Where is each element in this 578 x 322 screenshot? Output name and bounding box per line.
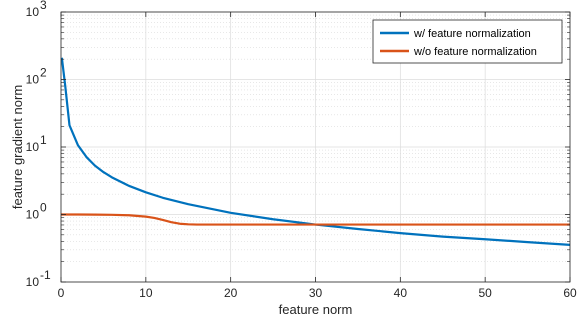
y-tick-exponent: -1	[40, 268, 51, 282]
legend-label-w-normalization: w/ feature normalization	[413, 28, 531, 40]
y-tick-label: 10	[26, 73, 40, 87]
legend-box	[372, 19, 563, 64]
x-tick-label: 0	[58, 286, 65, 300]
series-layer	[60, 57, 571, 246]
y-tick-exponent: 1	[40, 133, 47, 147]
x-axis-label: feature norm	[279, 302, 353, 317]
x-tick-labels: 0 10 20 30 40 50 60	[58, 286, 577, 300]
ticks	[60, 11, 571, 283]
legend-label-wo-normalization: w/o feature normalization	[413, 46, 537, 58]
y-tick-exponent: 2	[40, 66, 47, 80]
x-tick-label: 10	[139, 286, 153, 300]
x-tick-label: 20	[224, 286, 238, 300]
y-tick-label: 10	[26, 208, 40, 222]
x-tick-label: 60	[563, 286, 577, 300]
series-line-wo-normalization	[61, 213, 570, 226]
y-tick-exponent: 3	[40, 0, 47, 12]
series-line-w-normalization	[60, 57, 571, 246]
y-axis-label: feature gradient norm	[10, 85, 25, 209]
x-tick-label: 30	[309, 286, 323, 300]
legend: w/ feature normalization w/o feature nor…	[372, 19, 563, 64]
y-tick-label: 10	[26, 5, 40, 19]
x-tick-label: 50	[478, 286, 492, 300]
y-tick-label: 10	[26, 275, 40, 289]
y-tick-label: 10	[26, 140, 40, 154]
x-tick-label: 40	[394, 286, 408, 300]
y-tick-exponent: 0	[40, 201, 47, 215]
